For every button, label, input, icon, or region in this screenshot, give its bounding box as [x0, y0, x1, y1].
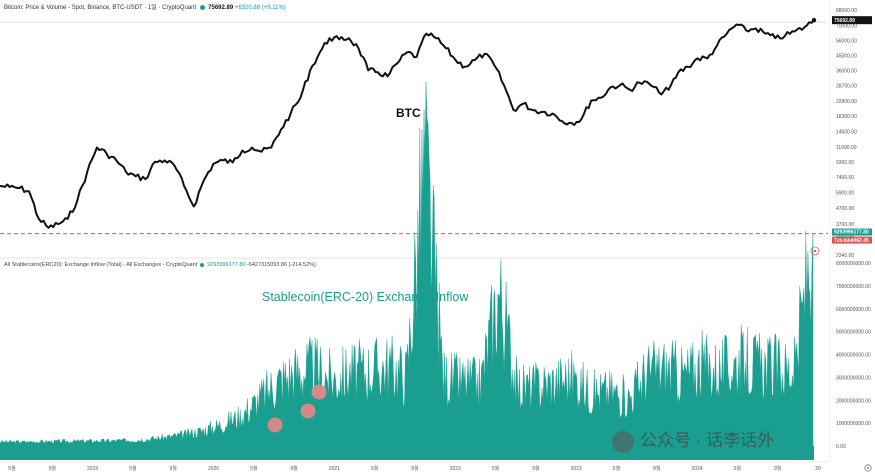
highlight-marker — [267, 417, 283, 433]
chart-title: Bitcoin: Price & Volume - Spot, Binance,… — [4, 5, 197, 11]
time-axis-tick: 9월 — [411, 465, 419, 472]
watermark: 公众号 · 话李话外 — [612, 426, 774, 453]
chart-header: Bitcoin: Price & Volume - Spot, Binance,… — [4, 2, 286, 11]
inflow-baseline-band — [0, 446, 814, 460]
price-axis-tick: 2340.00 — [836, 253, 854, 259]
threshold-tag: 9293996177.80 — [834, 230, 869, 236]
threshold-tag-2: 7253668062.45 — [834, 238, 869, 244]
time-axis-tick: 2024 — [692, 466, 703, 472]
time-axis-tick: 5월 — [734, 465, 742, 472]
sub-current-value: 9293996177.80 — [207, 262, 246, 268]
live-indicator-icon — [200, 4, 206, 10]
price-axis-tick: 3060.00 — [836, 235, 854, 241]
inflow-axis-tick: 4000000000.00 — [836, 353, 871, 359]
inflow-axis-tick: 5000000000.00 — [836, 330, 871, 336]
last-price-tag-bg — [832, 16, 872, 25]
price-axis-tick: 70000.00 — [836, 23, 857, 29]
time-axis-tick: 5월 — [8, 465, 16, 472]
time-axis-tick: 5월 — [613, 465, 621, 472]
inflow-axis-tick: 3000000000.00 — [836, 375, 871, 381]
price-axis-tick: 4700.00 — [836, 206, 854, 212]
price-axis-tick: 22900.00 — [836, 99, 857, 105]
price-axis-tick: 11600.00 — [836, 145, 857, 151]
price-axis-tick: 7400.00 — [836, 175, 854, 181]
inflow-area — [0, 81, 814, 447]
inflow-axis-tick: 6000000000.00 — [836, 307, 871, 313]
price-axis-tick: 14600.00 — [836, 129, 857, 135]
sub-live-indicator-icon — [200, 262, 205, 267]
price-axis-tick: 18300.00 — [836, 114, 857, 120]
sub-chart-title: All Stablecoins(ERC20): Exchange Inflow … — [4, 262, 198, 268]
gear-icon[interactable] — [810, 246, 820, 256]
sub-value-change: -6427315093.86 (-214.52%) — [246, 262, 316, 268]
price-axis-tick: 88000.00 — [836, 8, 857, 14]
time-axis-tick: 9월 — [170, 465, 178, 472]
time-axis-tick: 2020 — [208, 466, 219, 472]
price-axis-tick: 5900.00 — [836, 191, 854, 197]
inflow-title: Stablecoin(ERC-20) Exchange Inflow — [262, 290, 469, 304]
time-settings-icon[interactable] — [864, 464, 872, 472]
time-axis-tick: 5월 — [129, 465, 137, 472]
price-axis-tick: 3700.00 — [836, 222, 854, 228]
inflow-axis-tick: 7000000000.00 — [836, 284, 871, 290]
inflow-axis-tick: 8000000000.00 — [836, 261, 871, 267]
highlight-marker — [300, 403, 316, 419]
price-axis-tick: 45000.00 — [836, 53, 857, 59]
btc-annotation: BTC — [396, 106, 421, 120]
highlight-marker — [311, 384, 327, 400]
price-axis-tick: 56000.00 — [836, 39, 857, 45]
btc-price-line — [0, 19, 815, 229]
time-axis-tick: 5월 — [371, 465, 379, 472]
price-axis-tick: 36000.00 — [836, 68, 857, 74]
time-axis-tick: 9월 — [532, 465, 540, 472]
time-axis-tick: 5월 — [250, 465, 258, 472]
time-axis-tick: 9월 — [49, 465, 57, 472]
time-axis-tick: 9월 — [290, 465, 298, 472]
current-price: 75692.89 — [208, 5, 234, 11]
threshold-tag-2-bg — [832, 236, 872, 244]
inflow-axis-tick: 1000000000.00 — [836, 421, 871, 427]
inflow-axis-tick: 2000000000.00 — [836, 398, 871, 404]
time-axis-tick: 2022 — [450, 466, 461, 472]
time-axis-tick: 2023 — [571, 466, 582, 472]
time-axis-tick: 2019 — [87, 466, 98, 472]
last-price-tag: 75692.89 — [834, 18, 855, 24]
price-axis-tick: 28700.00 — [836, 84, 857, 90]
time-axis-tick: 2021 — [329, 466, 340, 472]
time-axis-tick: 9월 — [653, 465, 661, 472]
sub-chart-header: All Stablecoins(ERC20): Exchange Inflow … — [4, 262, 316, 268]
last-price-point — [811, 17, 817, 23]
watermark-text: 公众号 · 话李话外 — [640, 431, 775, 450]
inflow-axis-tick: 0.00 — [836, 444, 846, 450]
time-axis-tick: 5월 — [492, 465, 500, 472]
threshold-tag-bg — [832, 228, 872, 236]
price-change: +6320.88 (+9.11%) — [234, 5, 286, 11]
time-axis-tick: 20 — [815, 466, 821, 472]
time-axis-tick: 9월 — [774, 465, 782, 472]
price-axis-tick: 9300.00 — [836, 160, 854, 166]
wechat-logo-icon — [612, 430, 634, 453]
